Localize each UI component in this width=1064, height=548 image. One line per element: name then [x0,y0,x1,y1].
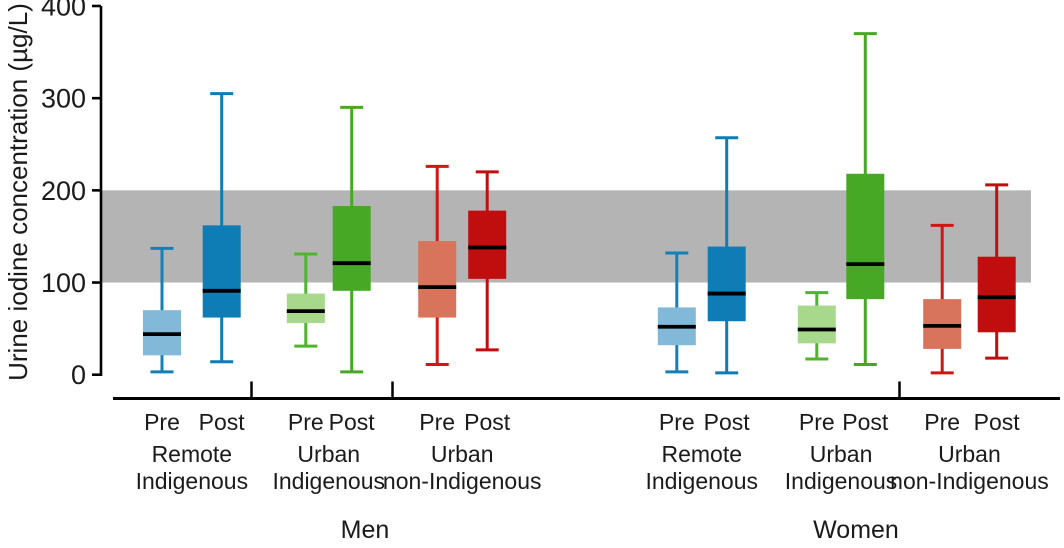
group-label-line2-men-urban-indigenous: Indigenous [272,468,385,494]
box-women-urban-indigenous-pre [797,305,836,344]
group-label-line2-men-urban-non-indigenous: non-Indigenous [383,468,542,494]
section-label-women: Women [813,516,899,543]
tick-label-women-urban-non-indigenous-pre: Pre [924,409,960,435]
box-women-urban-non-indigenous-post [977,256,1016,333]
tick-label-women-urban-indigenous-post: Post [842,409,889,435]
section-label-men: Men [341,516,390,543]
group-label-line1-men-remote-indigenous: Remote [152,441,233,467]
box-women-urban-indigenous-post [846,173,885,300]
tick-label-men-remote-indigenous-post: Post [199,409,246,435]
box-men-remote-indigenous-post [202,225,241,318]
x-axis [113,381,1060,400]
box-men-urban-non-indigenous-pre [418,241,457,318]
y-tick-label-0: 0 [71,360,86,390]
box-men-urban-indigenous-post [332,206,371,291]
tick-label-men-urban-non-indigenous-pre: Pre [419,409,455,435]
tick-label-men-urban-indigenous-pre: Pre [288,409,324,435]
group-label-line2-women-urban-indigenous: Indigenous [785,468,898,494]
group-label-line2-women-urban-non-indigenous: non-Indigenous [890,468,1049,494]
y-tick-label-400: 400 [41,0,86,22]
group-label-line1-women-urban-indigenous: Urban [810,441,873,467]
boxes-layer [143,32,1016,375]
box-women-remote-indigenous-post [707,246,746,322]
tick-label-men-urban-indigenous-post: Post [329,409,376,435]
tick-label-women-urban-non-indigenous-post: Post [974,409,1021,435]
tick-label-men-remote-indigenous-pre: Pre [144,409,180,435]
group-label-line2-men-remote-indigenous: Indigenous [136,468,249,494]
y-axis: 0 100 200 300 400 [41,0,103,390]
group-label-line2-women-remote-indigenous: Indigenous [645,468,758,494]
tick-label-women-remote-indigenous-pre: Pre [659,409,695,435]
y-axis-title: Urine iodine concentration (µg/L) [3,3,33,381]
box-men-urban-indigenous-pre [286,293,325,324]
tick-label-women-remote-indigenous-post: Post [704,409,751,435]
y-tick-label-200: 200 [41,176,86,206]
y-tick-label-300: 300 [41,84,86,114]
y-tick-label-100: 100 [41,268,86,298]
tick-label-men-urban-non-indigenous-post: Post [464,409,511,435]
group-label-line1-men-urban-non-indigenous: Urban [431,441,494,467]
tick-label-women-urban-indigenous-pre: Pre [799,409,835,435]
group-label-line1-men-urban-indigenous: Urban [297,441,360,467]
box-men-urban-non-indigenous-post [468,210,507,279]
group-label-line1-women-urban-non-indigenous: Urban [938,441,1001,467]
group-label-line1-women-remote-indigenous: Remote [661,441,742,467]
